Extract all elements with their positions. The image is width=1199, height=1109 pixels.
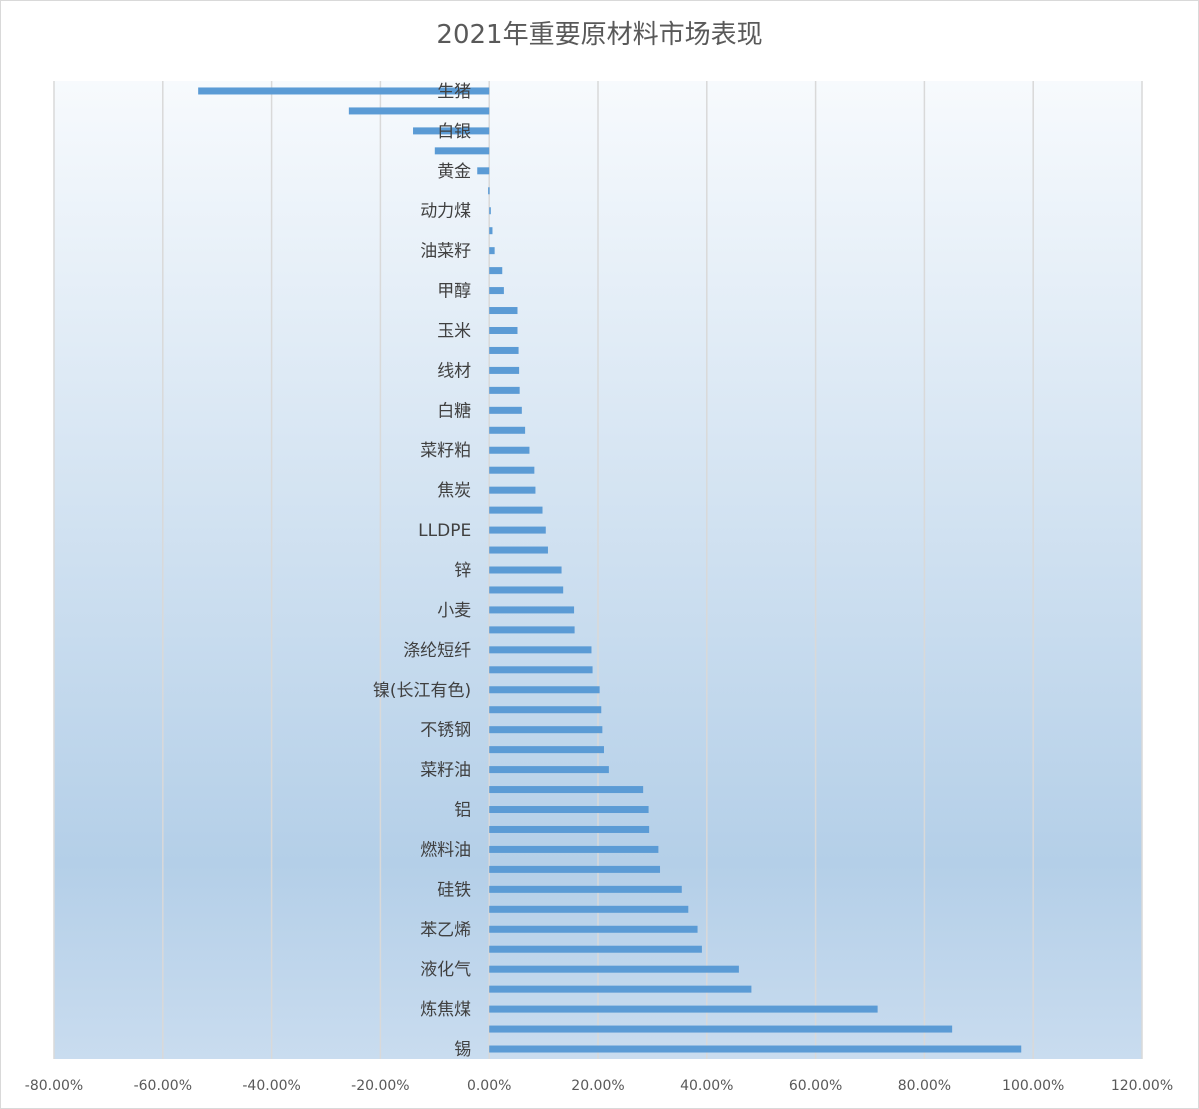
category-label: 硅铁 xyxy=(437,880,471,900)
bar xyxy=(489,267,503,275)
category-label: 锌 xyxy=(454,561,471,581)
bar xyxy=(489,1025,953,1033)
category-label: 白银 xyxy=(437,122,471,142)
bar xyxy=(489,726,603,734)
category-label: 锡 xyxy=(454,1040,471,1060)
bar xyxy=(434,147,490,155)
bar xyxy=(489,207,491,215)
bar xyxy=(489,406,522,414)
bar xyxy=(489,706,602,714)
bar xyxy=(489,566,562,574)
bar xyxy=(489,227,493,235)
bar xyxy=(413,127,490,135)
bar xyxy=(489,466,535,474)
category-label: 小麦 xyxy=(437,601,471,621)
x-tick-label: 80.00% xyxy=(898,1078,951,1094)
bar xyxy=(489,825,650,833)
x-tick-label: -80.00% xyxy=(25,1078,83,1094)
category-label: 线材 xyxy=(437,361,471,381)
x-tick-label: 60.00% xyxy=(789,1078,842,1094)
bar xyxy=(489,486,536,494)
category-label: 燃料油 xyxy=(420,840,471,860)
x-tick-labels: -80.00% -60.00% -40.00% -20.00% 0.00% 20.00% 4… xyxy=(25,1078,1173,1094)
category-label: 甲醇 xyxy=(437,282,471,302)
bar xyxy=(489,326,518,334)
category-label: 炼焦煤 xyxy=(420,1000,471,1020)
bar xyxy=(489,646,592,654)
chart-title: 2021年重要原材料市场表现 xyxy=(436,20,763,50)
bar xyxy=(489,985,752,993)
bars xyxy=(198,87,1022,1053)
category-label: 油菜籽 xyxy=(420,242,471,262)
bar xyxy=(489,945,702,953)
bar xyxy=(489,626,575,634)
category-label: LLDPE xyxy=(418,521,471,541)
bar xyxy=(489,546,548,554)
bar xyxy=(489,446,530,454)
gridlines xyxy=(53,81,1143,1059)
bar xyxy=(348,107,490,115)
bar xyxy=(489,666,593,674)
category-label: 焦炭 xyxy=(437,481,471,501)
bar xyxy=(489,247,495,255)
bar xyxy=(489,287,504,295)
category-label: 苯乙烯 xyxy=(420,920,471,940)
category-label: 镍(长江有色) xyxy=(373,681,471,701)
bar xyxy=(489,925,698,933)
category-label: 玉米 xyxy=(437,321,471,341)
x-tick-label: 40.00% xyxy=(680,1078,733,1094)
bar xyxy=(489,307,518,315)
category-label: 菜籽粕 xyxy=(420,441,471,461)
bar xyxy=(489,1045,1022,1053)
bar xyxy=(489,586,564,594)
x-tick-label: 0.00% xyxy=(467,1078,511,1094)
category-label: 生猪 xyxy=(437,82,471,102)
bar xyxy=(489,965,739,973)
bar xyxy=(489,885,682,893)
bar xyxy=(489,746,604,754)
category-label: 液化气 xyxy=(420,960,471,980)
bar xyxy=(489,346,519,354)
x-tick-label: 20.00% xyxy=(571,1078,624,1094)
x-tick-label: -60.00% xyxy=(134,1078,192,1094)
bar xyxy=(489,786,644,794)
x-tick-label: -40.00% xyxy=(242,1078,300,1094)
bar xyxy=(489,766,609,774)
category-label: 白糖 xyxy=(437,401,471,421)
bar xyxy=(489,905,689,913)
x-tick-label: -20.00% xyxy=(351,1078,409,1094)
category-label: 菜籽油 xyxy=(420,761,471,781)
category-label: 黄金 xyxy=(437,162,471,182)
bar xyxy=(488,187,490,195)
category-label: 铝 xyxy=(454,801,471,821)
bar xyxy=(489,366,520,374)
category-label: 动力煤 xyxy=(420,202,471,222)
bar xyxy=(198,87,490,95)
bar xyxy=(489,606,575,614)
x-tick-label: 120.00% xyxy=(1111,1078,1173,1094)
bar xyxy=(489,426,526,434)
bar xyxy=(489,845,659,853)
bar xyxy=(489,686,600,694)
bar xyxy=(489,526,546,534)
bar xyxy=(489,506,543,514)
bar xyxy=(477,167,490,175)
category-label: 涤纶短纤 xyxy=(403,641,471,661)
bar xyxy=(489,1005,878,1013)
bar xyxy=(489,806,649,814)
bar xyxy=(489,386,520,394)
bar xyxy=(489,865,661,873)
x-tick-label: 100.00% xyxy=(1002,1078,1064,1094)
category-label: 不锈钢 xyxy=(420,721,471,741)
